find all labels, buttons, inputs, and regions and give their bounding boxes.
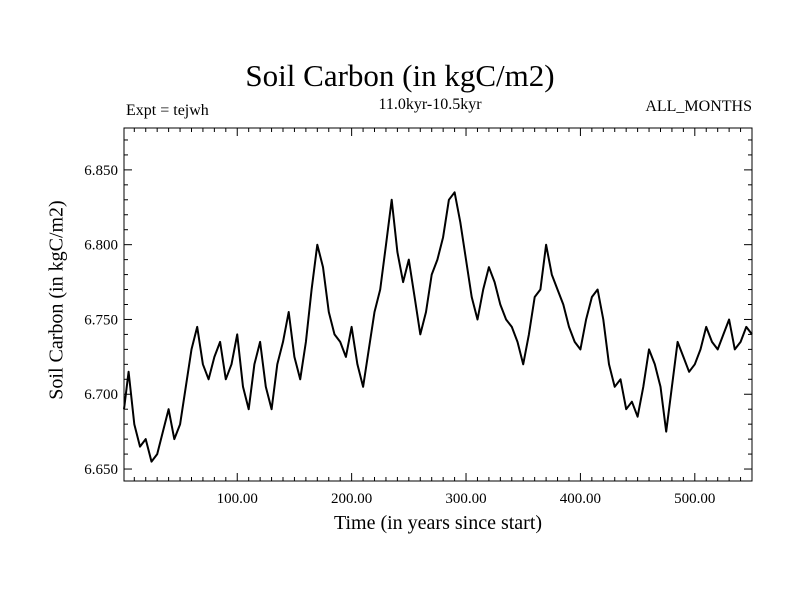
chart-title: Soil Carbon (in kgC/m2) [245, 58, 555, 93]
experiment-label: Expt = tejwh [126, 102, 209, 119]
axis-tick-labels: 100.00 200.00 300.00 400.00 500.00 6.650 6.700… [84, 163, 715, 507]
y-tick-label: 6.800 [84, 238, 118, 254]
y-tick-label: 6.650 [84, 462, 118, 478]
x-tick-label: 200.00 [331, 491, 372, 507]
soil-carbon-series-line [123, 191, 753, 463]
plot-area-frame [123, 127, 753, 482]
y-tick-label: 6.850 [84, 163, 118, 179]
months-label: ALL_MONTHS [645, 98, 752, 115]
chart-subtitle: 11.0kyr-10.5kyr [378, 96, 482, 113]
x-tick-label: 100.00 [217, 491, 258, 507]
y-tick-label: 6.750 [84, 312, 118, 328]
x-axis-label: Time (in years since start) [333, 512, 543, 534]
x-tick-label: 400.00 [560, 491, 601, 507]
x-tick-label: 500.00 [674, 491, 715, 507]
y-tick-label: 6.700 [84, 387, 118, 403]
x-tick-label: 300.00 [445, 491, 486, 507]
axis-ticks [124, 128, 752, 481]
